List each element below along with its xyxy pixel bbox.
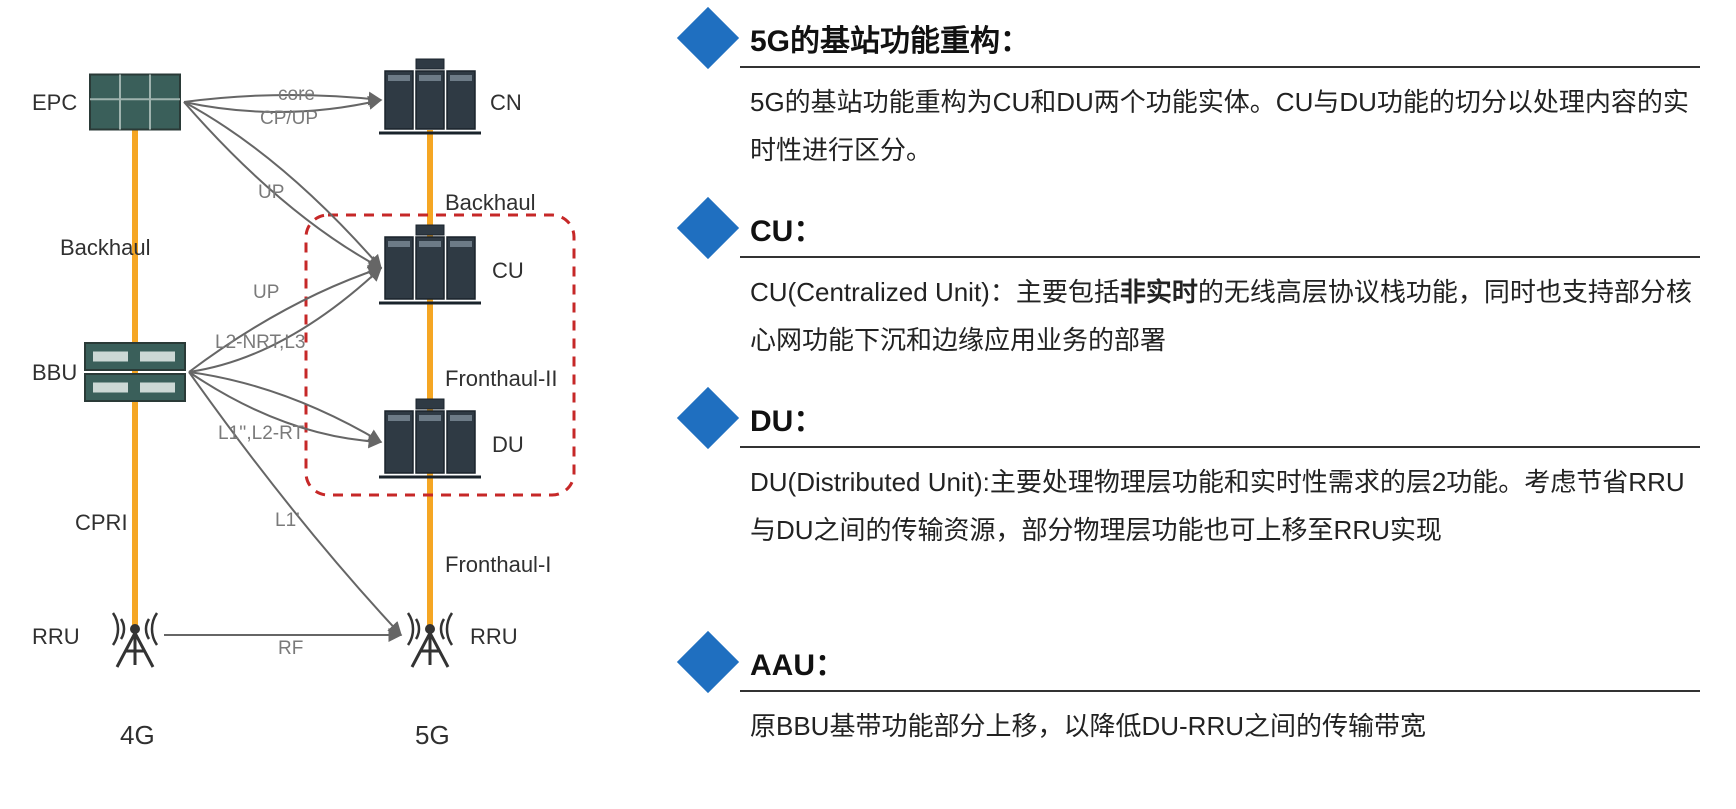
edge-up1: UP: [258, 182, 284, 204]
architecture-diagram: EPC BBU RRU CN CU DU RRU Backhaul CPRI B…: [0, 0, 680, 809]
edge-l2nrt: L2-NRT,L3: [215, 332, 305, 354]
node-label-cn: CN: [490, 90, 522, 116]
section-body-1: CU(Centralized Unit)：主要包括非实时的无线高层协议栈功能，同…: [750, 268, 1710, 364]
edge-up2: UP: [253, 282, 279, 304]
section-rule: [740, 690, 1700, 692]
edge-rf: RF: [278, 638, 303, 660]
node-label-du: DU: [492, 432, 524, 458]
seg-cpri: CPRI: [75, 510, 128, 536]
node-label-bbu: BBU: [32, 360, 77, 386]
axis-5g: 5G: [415, 720, 450, 751]
text-panel: 5G的基站功能重构： 5G的基站功能重构为CU和DU两个功能实体。CU与DU功能…: [680, 0, 1736, 809]
bullet-diamond-icon: [677, 7, 739, 69]
section-rule: [740, 66, 1700, 68]
diagram-svg: [0, 0, 680, 809]
section-title-2: DU：: [750, 396, 823, 440]
node-label-rru4: RRU: [32, 624, 80, 650]
axis-4g: 4G: [120, 720, 155, 751]
edge-cpup: CP/UP: [260, 108, 318, 130]
section-rule: [740, 256, 1700, 258]
section-body-2: DU(Distributed Unit):主要处理物理层功能和实时性需求的层2功…: [750, 458, 1710, 554]
section-rule: [740, 446, 1700, 448]
seg-backhaul-5g: Backhaul: [445, 190, 536, 216]
bullet-diamond-icon: [677, 631, 739, 693]
section-title-3: AAU：: [750, 640, 845, 684]
section-title-1: CU：: [750, 206, 823, 250]
node-label-cu: CU: [492, 258, 524, 284]
edge-l1p: L1': [275, 510, 300, 532]
bullet-diamond-icon: [677, 387, 739, 449]
section-title-0: 5G的基站功能重构：: [750, 16, 1030, 60]
seg-backhaul-4g: Backhaul: [60, 235, 151, 261]
section-body-3: 原BBU基带功能部分上移，以降低DU-RRU之间的传输带宽: [750, 702, 1710, 750]
section-body-0: 5G的基站功能重构为CU和DU两个功能实体。CU与DU功能的切分以处理内容的实时…: [750, 78, 1710, 174]
seg-fronthaul-ii: Fronthaul-II: [445, 366, 558, 392]
edge-core: core: [278, 84, 315, 106]
edge-l1l2rt: L1'',L2-RT: [218, 423, 304, 445]
seg-fronthaul-i: Fronthaul-I: [445, 552, 551, 578]
node-label-rru5: RRU: [470, 624, 518, 650]
bullet-diamond-icon: [677, 197, 739, 259]
node-label-epc: EPC: [32, 90, 77, 116]
